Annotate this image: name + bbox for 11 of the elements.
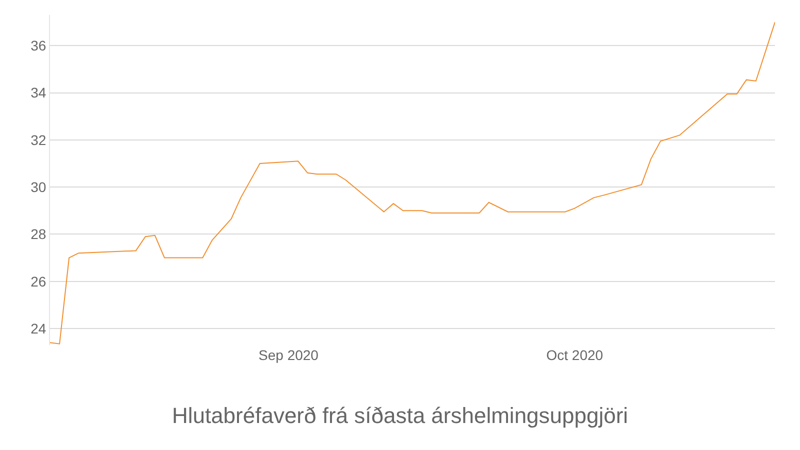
y-tick-label: 34 — [30, 84, 46, 101]
x-tick-label: Sep 2020 — [258, 347, 319, 363]
y-tick-label: 26 — [30, 273, 46, 290]
y-tick-label: 30 — [30, 178, 46, 195]
x-tick-label: Oct 2020 — [546, 347, 604, 363]
y-tick-label: 24 — [30, 320, 46, 336]
line-series — [50, 22, 775, 344]
y-tick-label: 28 — [30, 226, 46, 242]
y-tick-label: 36 — [30, 38, 46, 54]
text: Hlutabréfaverð frá síðasta árshelmingsuppgjöri — [172, 403, 628, 428]
y-tick-label: 32 — [30, 132, 46, 148]
